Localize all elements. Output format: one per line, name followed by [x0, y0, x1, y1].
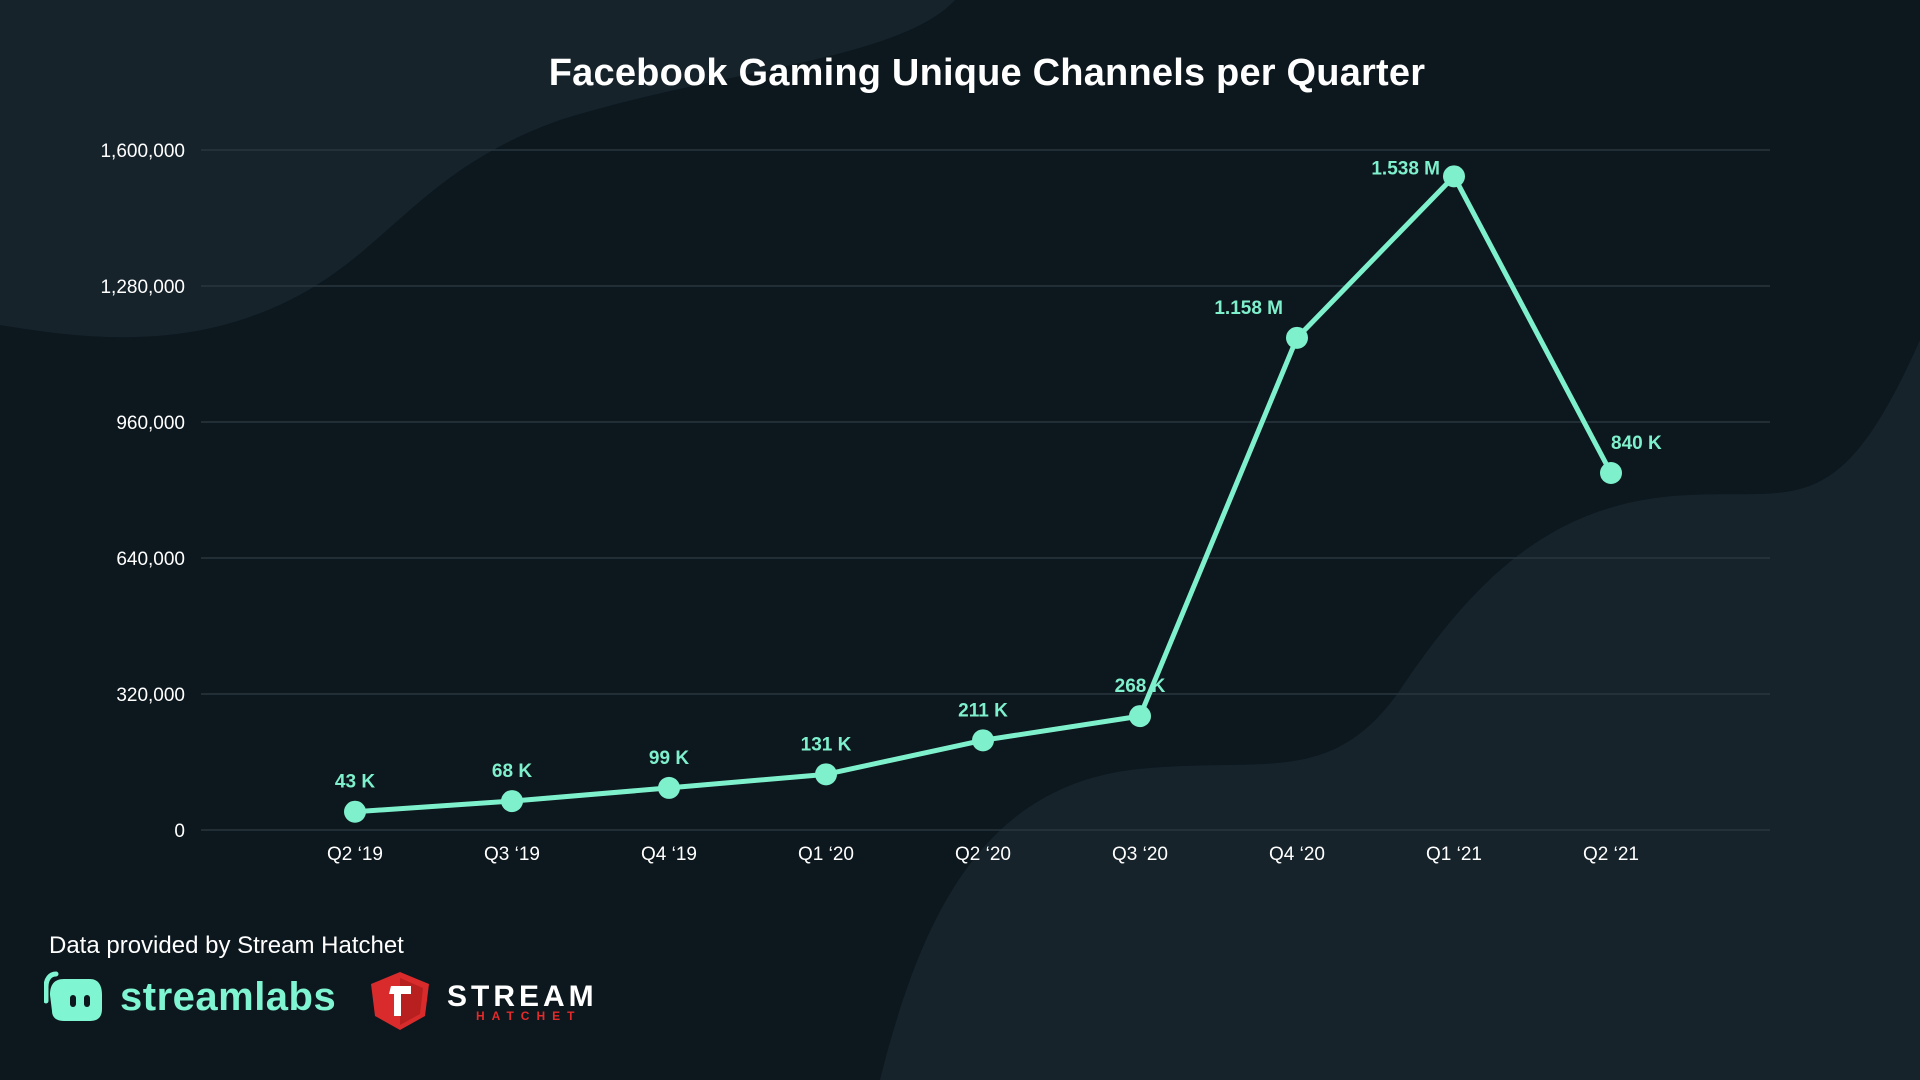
gridlines — [201, 149, 1770, 831]
y-tick-label: 640,000 — [116, 549, 185, 570]
data-labels: 43 K 68 K 99 K 131 K 211 K 268 K 1.158 M 1.538 … — [335, 158, 1662, 792]
data-label: 1.158 M — [1214, 298, 1283, 319]
data-label: 1.538 M — [1371, 158, 1440, 179]
x-tick-label: Q2 ‘19 — [327, 844, 383, 865]
data-credit: Data provided by Stream Hatchet — [49, 932, 404, 959]
data-point — [1129, 705, 1151, 728]
background-blob-top-left — [0, 0, 955, 338]
data-label: 211 K — [958, 700, 1008, 721]
data-point — [972, 729, 994, 752]
data-point — [501, 790, 523, 813]
logo-row: streamlabs STREAM HATCHET — [44, 966, 644, 1036]
data-point — [1443, 165, 1465, 188]
data-label: 68 K — [492, 761, 532, 782]
y-tick-label: 1,280,000 — [100, 277, 185, 298]
data-label: 268 K — [1115, 676, 1166, 697]
data-point — [344, 800, 366, 823]
x-axis-ticks: Q2 ‘19 Q3 ‘19 Q4 ‘19 Q1 ‘20 Q2 ‘20 Q3 ‘20 Q4 ‘… — [327, 844, 1639, 865]
x-tick-label: Q4 ‘19 — [641, 844, 697, 865]
chart-title: Facebook Gaming Unique Channels per Quar… — [548, 52, 1426, 94]
y-axis-ticks: 0 320,000 640,000 960,000 1,280,000 1,600,000 — [100, 141, 185, 842]
background-blob-bottom-right — [880, 340, 1920, 1080]
stream-hatchet-logo-subtext: HATCHET — [476, 1009, 582, 1023]
x-tick-label: Q1 ‘20 — [798, 844, 854, 865]
data-points — [344, 165, 1622, 823]
stream-hatchet-logo-icon — [371, 972, 429, 1030]
y-tick-label: 960,000 — [116, 413, 185, 434]
data-label: 43 K — [335, 772, 375, 793]
data-point — [1286, 326, 1308, 349]
y-tick-label: 1,600,000 — [100, 141, 185, 162]
x-tick-label: Q3 ‘20 — [1112, 844, 1168, 865]
data-label: 131 K — [801, 734, 852, 755]
data-label: 99 K — [649, 748, 689, 769]
data-point — [658, 776, 680, 799]
y-tick-label: 320,000 — [116, 685, 185, 706]
streamlabs-logo-wordmark: streamlabs — [120, 975, 337, 1019]
data-label: 840 K — [1611, 433, 1662, 454]
x-tick-label: Q3 ‘19 — [484, 844, 540, 865]
x-tick-label: Q4 ‘20 — [1269, 844, 1325, 865]
x-tick-label: Q2 ‘20 — [955, 844, 1011, 865]
stream-hatchet-logo-wordmark: STREAM — [447, 980, 598, 1013]
x-tick-label: Q1 ‘21 — [1426, 844, 1482, 865]
data-point — [1600, 462, 1622, 484]
streamlabs-logo-icon — [44, 971, 102, 1021]
x-tick-label: Q2 ‘21 — [1583, 844, 1639, 865]
data-point — [815, 763, 837, 786]
y-tick-label: 0 — [174, 821, 185, 842]
